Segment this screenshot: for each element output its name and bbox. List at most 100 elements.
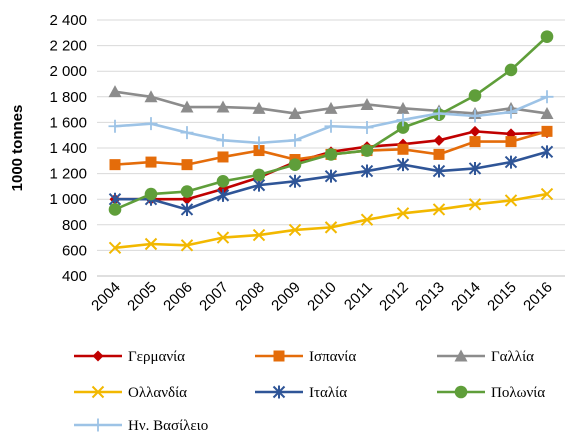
data-point <box>288 158 302 171</box>
data-point <box>360 213 374 226</box>
data-point <box>540 145 554 159</box>
data-point <box>468 161 482 175</box>
y-tick-label: 1 200 <box>49 166 87 183</box>
series-line <box>114 192 548 250</box>
legend-label: Γαλλία <box>491 349 534 365</box>
data-point <box>504 63 518 77</box>
y-tick-label: 2 400 <box>49 12 87 29</box>
data-point <box>216 174 230 188</box>
x-tick-label: 2004 <box>88 279 124 315</box>
x-tick-label: 2015 <box>484 279 520 315</box>
data-point <box>144 117 158 131</box>
y-axis-title: 1000 tonnes <box>9 105 26 192</box>
y-tick-label: 600 <box>62 242 87 259</box>
legend-label: Ην. Βασίλειο <box>128 418 208 434</box>
data-point <box>540 187 554 201</box>
data-point <box>396 113 410 127</box>
data-point <box>180 185 194 198</box>
data-point <box>216 231 230 244</box>
data-point <box>288 174 302 188</box>
data-point <box>360 121 374 135</box>
legend-item: Ισπανία <box>255 349 356 365</box>
data-point <box>144 187 158 201</box>
data-point <box>504 105 518 119</box>
data-point <box>108 203 122 216</box>
y-tick-label: 1 600 <box>49 114 87 131</box>
data-point <box>288 106 302 119</box>
data-point <box>396 158 410 172</box>
data-point <box>144 237 158 251</box>
legend-label: Γερμανία <box>128 349 185 365</box>
data-point <box>432 203 446 216</box>
data-point <box>108 119 122 133</box>
legend-swatch-marker <box>272 385 286 399</box>
data-point <box>252 168 266 182</box>
data-point <box>180 126 194 140</box>
data-point <box>504 194 518 207</box>
data-point <box>145 156 157 168</box>
data-point <box>468 89 482 102</box>
data-point <box>396 121 410 134</box>
data-point <box>432 164 446 178</box>
legend-item: Πολωνία <box>437 385 545 401</box>
data-point <box>504 155 518 169</box>
legend-item: Γαλλία <box>437 349 534 365</box>
y-tick-label: 1 400 <box>49 140 87 157</box>
data-point <box>396 207 410 220</box>
data-point <box>109 159 121 171</box>
legend-swatch-marker <box>454 385 468 399</box>
data-point <box>541 125 553 137</box>
legend-item: Ολλανδία <box>74 385 187 401</box>
data-point <box>180 202 194 216</box>
data-point <box>144 90 158 103</box>
x-tick-label: 2007 <box>196 279 232 315</box>
x-tick-label: 2014 <box>448 279 484 315</box>
data-point <box>108 85 122 98</box>
y-tick-label: 2 000 <box>49 63 87 80</box>
y-tick-label: 1 800 <box>49 89 87 106</box>
data-point <box>252 136 266 150</box>
y-tick-label: 800 <box>62 217 87 234</box>
legend-item: Ιταλία <box>255 385 347 401</box>
y-tick-label: 400 <box>62 268 87 285</box>
series-3 <box>108 187 554 255</box>
data-point <box>360 97 374 110</box>
data-point <box>433 134 445 146</box>
x-tick-label: 2012 <box>376 279 412 315</box>
series-6 <box>108 90 554 150</box>
data-point <box>324 148 338 161</box>
x-tick-label: 2010 <box>304 279 340 315</box>
data-point <box>540 106 554 119</box>
data-point <box>540 90 554 104</box>
y-tick-label: 1 000 <box>49 191 87 208</box>
data-point <box>216 133 230 147</box>
data-point <box>468 198 482 211</box>
data-point <box>252 228 266 242</box>
x-tick-label: 2013 <box>412 279 448 315</box>
data-point <box>253 145 265 157</box>
data-point <box>360 144 374 157</box>
data-point <box>469 136 481 148</box>
data-point <box>396 101 410 114</box>
data-point <box>108 241 122 255</box>
x-tick-label: 2008 <box>232 279 268 315</box>
legend-item: Ην. Βασίλειο <box>74 418 208 434</box>
x-tick-label: 2009 <box>268 279 304 315</box>
data-point <box>288 223 302 237</box>
data-point <box>216 188 230 202</box>
data-point <box>324 101 338 114</box>
data-point <box>324 221 338 234</box>
data-point <box>505 136 517 148</box>
data-point <box>540 30 554 43</box>
legend-swatch-marker <box>273 350 285 362</box>
legend-label: Ισπανία <box>309 349 356 365</box>
x-tick-label: 2011 <box>341 279 376 314</box>
y-tick-label: 2 200 <box>49 38 87 55</box>
series-5 <box>108 30 554 216</box>
data-point <box>324 119 338 133</box>
data-point <box>324 169 338 183</box>
data-point <box>433 148 445 160</box>
legend-swatch-marker <box>454 349 468 362</box>
